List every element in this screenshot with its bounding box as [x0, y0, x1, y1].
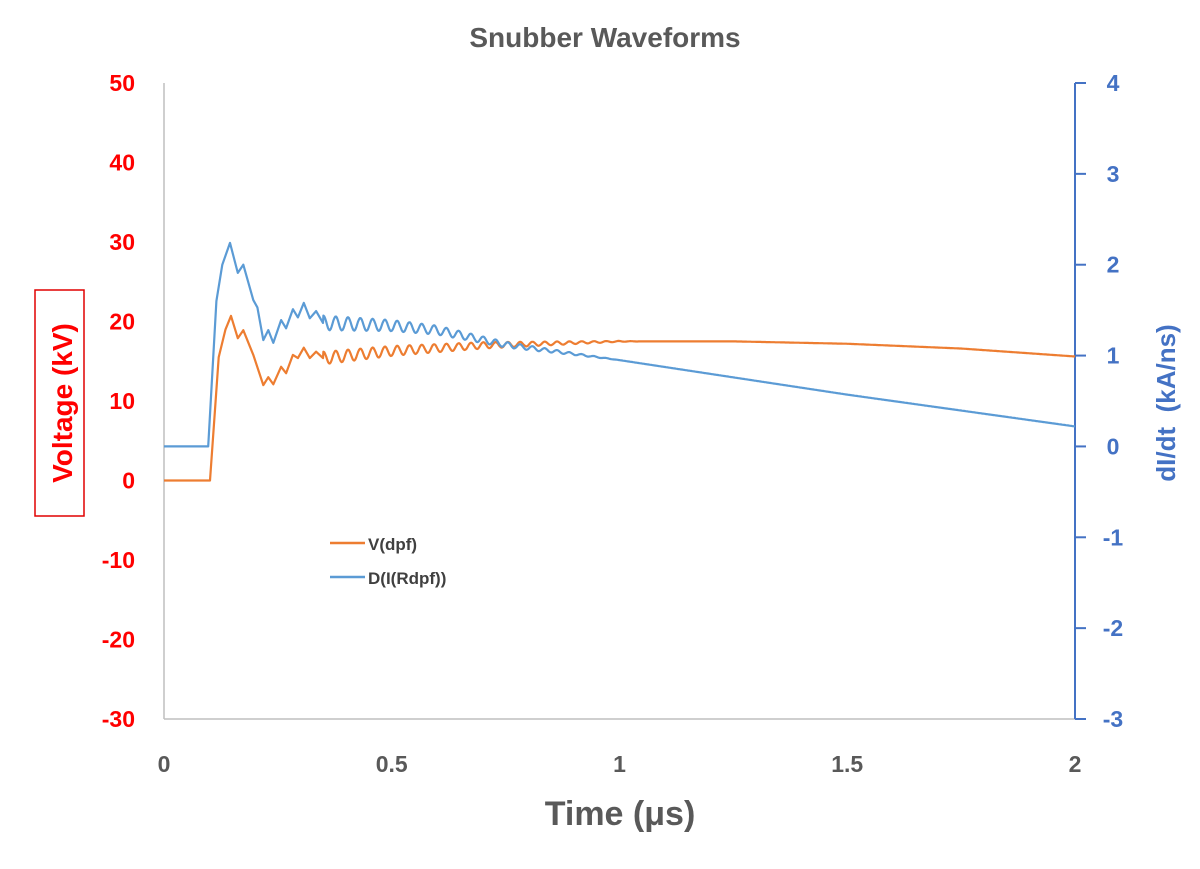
left-tick-label: 10 — [109, 388, 135, 414]
left-tick-label: 50 — [109, 70, 135, 96]
legend-label-didt: D(I(Rdpf)) — [368, 569, 446, 588]
x-tick-label: 0.5 — [376, 751, 408, 777]
left-tick-label: 40 — [109, 150, 135, 176]
right-tick-label: 3 — [1107, 161, 1120, 187]
legend: V(dpf) D(I(Rdpf)) — [330, 535, 446, 588]
series-line-vdpf — [164, 314, 1076, 482]
right-tick-label: -1 — [1103, 524, 1124, 550]
right-tick-label: -3 — [1103, 706, 1123, 732]
right-tick-label: 1 — [1107, 343, 1120, 369]
legend-label-vdpf: V(dpf) — [368, 535, 417, 554]
right-tick-label: -2 — [1103, 615, 1123, 641]
left-tick-label: -30 — [102, 706, 135, 732]
left-tick-label: -20 — [102, 627, 135, 653]
right-tick-label: 0 — [1107, 433, 1120, 459]
x-tick-label: 2 — [1069, 751, 1082, 777]
left-axis-label: Voltage (kV) — [47, 323, 78, 483]
series-line-didt — [164, 241, 1076, 448]
right-tick-label: 2 — [1107, 252, 1120, 278]
x-tick-label: 0 — [158, 751, 171, 777]
left-tick-label: -10 — [102, 547, 135, 573]
right-axis-label: dI/dt (kA/ns) — [1151, 324, 1181, 481]
x-tick-label: 1 — [613, 751, 626, 777]
left-tick-label: 20 — [109, 309, 135, 335]
left-tick-label: 30 — [109, 229, 135, 255]
left-tick-label: 0 — [122, 468, 135, 494]
right-tick-label: 4 — [1107, 70, 1120, 96]
chart-title: Snubber Waveforms — [469, 22, 740, 53]
left-axis-label-box — [34, 289, 85, 517]
x-axis-label: Time (μs) — [545, 795, 696, 833]
x-tick-label: 1.5 — [831, 751, 863, 777]
